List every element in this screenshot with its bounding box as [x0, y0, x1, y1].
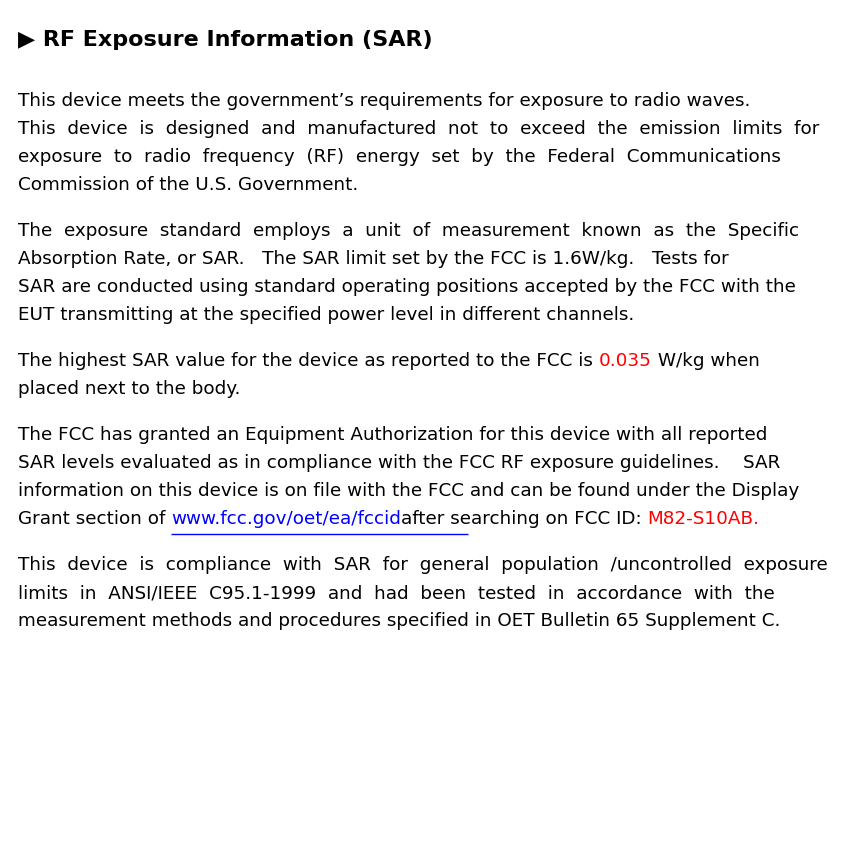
Text: M82-S10AB.: M82-S10AB.	[648, 509, 759, 527]
Text: information on this device is on file with the FCC and can be found under the Di: information on this device is on file wi…	[18, 481, 799, 499]
Text: www.fcc.gov/oet/ea/fccid: www.fcc.gov/oet/ea/fccid	[171, 509, 401, 527]
Text: This device meets the government’s requirements for exposure to radio waves.: This device meets the government’s requi…	[18, 92, 750, 110]
Text: after searching on FCC ID:: after searching on FCC ID:	[401, 509, 648, 527]
Text: measurement methods and procedures specified in OET Bulletin 65 Supplement C.: measurement methods and procedures speci…	[18, 611, 780, 630]
Text: W/kg when: W/kg when	[651, 352, 759, 370]
Text: EUT transmitting at the specified power level in different channels.: EUT transmitting at the specified power …	[18, 306, 634, 324]
Text: exposure  to  radio  frequency  (RF)  energy  set  by  the  Federal  Communicati: exposure to radio frequency (RF) energy …	[18, 148, 781, 166]
Text: ▶ RF Exposure Information (SAR): ▶ RF Exposure Information (SAR)	[18, 30, 432, 50]
Text: The FCC has granted an Equipment Authorization for this device with all reported: The FCC has granted an Equipment Authori…	[18, 425, 767, 444]
Text: SAR levels evaluated as in compliance with the FCC RF exposure guidelines.    SA: SAR levels evaluated as in compliance wi…	[18, 453, 780, 471]
Text: limits  in  ANSI/IEEE  C95.1-1999  and  had  been  tested  in  accordance  with : limits in ANSI/IEEE C95.1-1999 and had b…	[18, 584, 775, 602]
Text: The  exposure  standard  employs  a  unit  of  measurement  known  as  the  Spec: The exposure standard employs a unit of …	[18, 222, 799, 239]
Text: This  device  is  compliance  with  SAR  for  general  population  /uncontrolled: This device is compliance with SAR for g…	[18, 556, 828, 573]
Text: 0.035: 0.035	[599, 352, 651, 370]
Text: Absorption Rate, or SAR.   The SAR limit set by the FCC is 1.6W/kg.   Tests for: Absorption Rate, or SAR. The SAR limit s…	[18, 250, 728, 268]
Text: This  device  is  designed  and  manufactured  not  to  exceed  the  emission  l: This device is designed and manufactured…	[18, 120, 819, 138]
Text: The highest SAR value for the device as reported to the FCC is: The highest SAR value for the device as …	[18, 352, 599, 370]
Text: Commission of the U.S. Government.: Commission of the U.S. Government.	[18, 176, 358, 193]
Text: Grant section of: Grant section of	[18, 509, 171, 527]
Text: placed next to the body.: placed next to the body.	[18, 379, 240, 398]
Text: SAR are conducted using standard operating positions accepted by the FCC with th: SAR are conducted using standard operati…	[18, 278, 796, 296]
